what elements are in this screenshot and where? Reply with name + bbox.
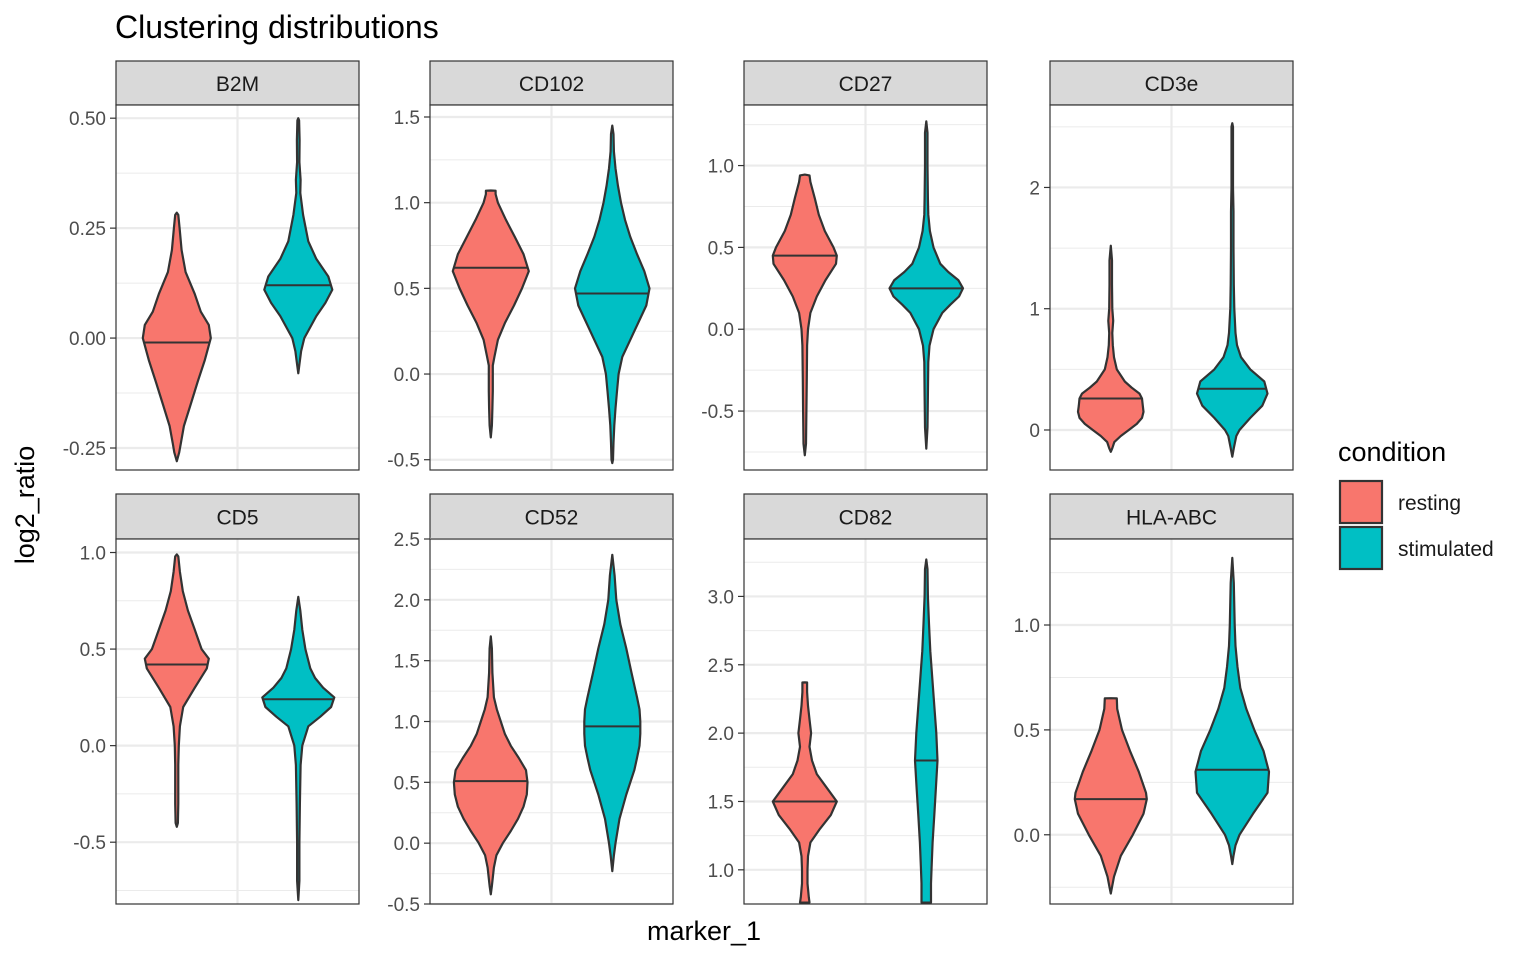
y-tick-label: 0.0 (1014, 826, 1040, 847)
legend-key-resting (1338, 479, 1384, 525)
y-tick-label: 1.5 (394, 108, 420, 129)
violin-resting (452, 635, 529, 896)
facet-strip (429, 493, 674, 540)
facet-panels: B2M-0.250.000.250.50CD102-0.50.00.51.01.… (63, 60, 1294, 916)
facet-strip-label: B2M (216, 73, 259, 96)
y-tick-label: 1 (1029, 300, 1040, 321)
y-tick-label: 1.0 (394, 713, 420, 734)
facet-panel-cd27: CD27 -0.5 0.0 0.5 1.0 (701, 60, 988, 471)
facet-panel-cd102: CD102 -0.5 0.0 0.5 1.0 1.5 (387, 60, 674, 472)
violin-stimulated (583, 553, 642, 873)
y-tick-label: 1.5 (708, 792, 734, 813)
legend-title: condition (1338, 437, 1446, 467)
y-tick-label: 0.5 (80, 640, 106, 661)
facet-strip-label: CD27 (839, 73, 893, 96)
y-tick-label: 2.5 (394, 530, 420, 551)
legend-label-resting: resting (1398, 492, 1461, 515)
violin-stimulated (888, 120, 965, 450)
legend-label-stimulated: stimulated (1398, 538, 1494, 561)
violin-stimulated (1195, 122, 1269, 458)
panel-border (1049, 538, 1294, 905)
facet-strip-label: CD52 (525, 507, 579, 530)
y-tick-label: 0.0 (708, 320, 734, 341)
y-tick-label: 0.25 (69, 219, 106, 240)
violin-resting (1076, 244, 1145, 453)
y-axis-label: log2_ratio (10, 446, 40, 565)
panel-border (115, 538, 360, 905)
y-tick-label: 1.0 (394, 194, 420, 215)
x-axis-label: marker_1 (647, 916, 761, 946)
y-tick-label: 0 (1029, 421, 1040, 442)
y-tick-label: -0.5 (387, 895, 420, 916)
facet-strip-label: CD82 (839, 507, 893, 530)
facet-panel-cd5: CD5 -0.5 0.0 0.5 1.0 (73, 493, 360, 905)
facet-strip-label: CD5 (216, 507, 258, 530)
y-tick-label: 2.5 (708, 656, 734, 677)
facet-strip-label: CD3e (1145, 73, 1199, 96)
y-tick-label: 0.5 (1014, 721, 1040, 742)
violin-stimulated (261, 595, 336, 902)
y-tick-label: 0.5 (394, 773, 420, 794)
y-tick-label: 1.0 (80, 544, 106, 565)
y-tick-label: 1.0 (708, 157, 734, 178)
panel-border (743, 538, 988, 905)
y-tick-label: 2.0 (394, 591, 420, 612)
chart-title: Clustering distributions (115, 9, 439, 45)
legend: condition resting stimulated (1338, 437, 1494, 571)
violin-resting (1073, 697, 1148, 895)
panel-border (1049, 104, 1294, 471)
facet-panel-hla-abc: HLA-ABC 0.0 0.5 1.0 (1014, 493, 1294, 905)
y-tick-label: 0.50 (69, 109, 106, 130)
facet-panel-cd82: CD82 1.0 1.5 2.0 2.5 3.0 (708, 493, 988, 905)
y-tick-label: -0.5 (701, 402, 734, 423)
facet-strip (743, 60, 988, 106)
violin-resting (143, 553, 210, 828)
facet-strip-label: HLA-ABC (1126, 507, 1217, 530)
y-tick-label: 0.5 (708, 238, 734, 259)
facet-strip (115, 60, 360, 106)
y-tick-label: 1.0 (1014, 616, 1040, 637)
y-tick-label: 0.00 (69, 329, 106, 350)
y-tick-label: 1.0 (708, 861, 734, 882)
facet-panel-cd3e: CD3e 0 1 2 (1029, 60, 1294, 471)
violin-resting (771, 681, 838, 904)
facet-strip (1049, 60, 1294, 106)
violin-resting (771, 173, 838, 457)
panel-border (743, 104, 988, 471)
violin-stimulated (1194, 556, 1271, 866)
panel-border (429, 538, 674, 905)
violin-resting (451, 189, 530, 439)
y-tick-label: 2 (1029, 178, 1040, 199)
facet-strip-label: CD102 (519, 73, 584, 96)
violin-stimulated (263, 117, 334, 375)
y-tick-label: 0.0 (80, 737, 106, 758)
panel-border (115, 104, 360, 471)
y-tick-label: -0.25 (63, 439, 106, 460)
y-tick-label: 2.0 (708, 724, 734, 745)
y-tick-label: -0.5 (387, 451, 420, 472)
panel-border (429, 104, 674, 471)
y-tick-label: 0.0 (394, 834, 420, 855)
facet-panel-cd52: CD52 -0.5 0.0 0.5 1.0 1.5 2.0 2.5 (387, 493, 674, 916)
y-tick-label: -0.5 (73, 833, 106, 854)
y-tick-label: 0.0 (394, 365, 420, 386)
y-tick-label: 0.5 (394, 279, 420, 300)
legend-key-stimulated (1338, 525, 1384, 571)
violin-stimulated (913, 558, 939, 904)
violin-resting (141, 211, 212, 463)
y-tick-label: 3.0 (708, 587, 734, 608)
facet-panel-b2m: B2M -0.25 0.00 0.25 0.50 (63, 60, 360, 471)
y-tick-label: 1.5 (394, 652, 420, 673)
facet-strip (743, 493, 988, 540)
